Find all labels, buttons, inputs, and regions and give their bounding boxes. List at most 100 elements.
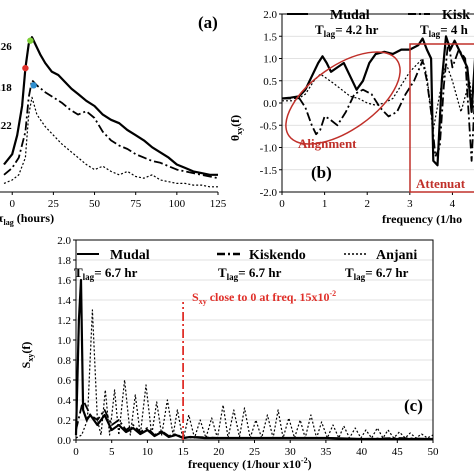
panel-c-series-group <box>74 278 433 440</box>
panel-a-peak-marker-2 <box>22 64 29 72</box>
panel-a-x-tick-label-2: 50 <box>89 198 101 210</box>
panel-c-x-tick-label-8: 40 <box>356 446 368 458</box>
panel-c-y-axis-label: Sxy(f) <box>19 342 35 369</box>
panel-b-alignment-ellipse <box>285 51 401 145</box>
panel-c-x-axis-label-sup: -2 <box>301 456 308 465</box>
panel-a: 0 25 50 75 100 125 (a) .26 .18 .22 τlag (hour… <box>0 13 227 227</box>
panel-c-series-anjani <box>75 309 433 440</box>
panel-a-label: (a) <box>198 13 218 32</box>
panel-b-y-tick-label-0: 2.0 <box>263 9 277 21</box>
panel-b-plot-area: 2.0 1.5 1.0 0.5 0.0 -0.5 -1.0 -1.5 -2.00 1 2 3 4 <box>260 9 474 210</box>
panel-c-y-tick-label-0: 0.0 <box>57 435 71 447</box>
panel-c-x-tick-label-1: 5 <box>109 446 115 458</box>
panel-c-y-tick-label-6: 1.2 <box>57 315 71 327</box>
panel-b-legend-kisk-lag: Tlag= 4 h <box>420 22 469 39</box>
panel-c-x-tick-label-9: 45 <box>392 446 404 458</box>
panel-a-series-line-1 <box>3 36 218 176</box>
panel-c-y-tick-label-4: 0.8 <box>57 355 71 367</box>
panel-b-legend-mudal-lag-prefix: T <box>315 22 324 37</box>
panel-c-x-axis-label-suffix: ) <box>308 457 312 471</box>
panel-c-y-axis-label-sub: xy <box>26 354 35 362</box>
panel-c-legend-kiskendo-lag-prefix: T <box>218 265 227 280</box>
panel-b-legend-kisk-lag-prefix: T <box>420 22 429 37</box>
panel-b-attenuation-label-bg <box>413 175 474 191</box>
panel-b-legend-kisk-lag-value: = 4 h <box>440 22 468 37</box>
panel-c-legend-mudal-lag-sub: lag <box>83 272 95 282</box>
panel-b-legend-mudal-lag-sub: lag <box>324 29 336 39</box>
panel-b-legend-mudal-lag: Tlag= 4.2 hr <box>315 22 379 39</box>
panel-c-y-tick-label-1: 0.2 <box>57 415 71 427</box>
panel-b-y-tick-label-3: 0.5 <box>263 76 277 88</box>
panel-b: 2.0 1.5 1.0 0.5 0.0 -0.5 -1.0 -1.5 -2.00 1 2 3 4 θxy… <box>228 8 474 226</box>
panel-a-x-tick-label-4: 100 <box>169 198 186 210</box>
panel-a-x-axis-label-sub: lag <box>4 218 14 227</box>
panel-c-legend-mudal-lag: Tlag= 6.7 hr <box>74 265 138 282</box>
panel-a-x-tick-label-0: 0 <box>9 198 15 210</box>
panel-b-series-line-3 <box>282 57 474 131</box>
panel-b-legend-mudal: Mudal <box>330 8 370 23</box>
panel-c: 0.0 0.2 0.4 0.6 0.8 1.0 1.2 1.4 1.6 1.8 2.0 0 5 10 15 2… <box>19 235 439 471</box>
panel-a-peak-marker-1 <box>27 37 34 44</box>
panel-c-legend-kiskendo: Kiskendo <box>249 248 306 263</box>
panel-b-label: (b) <box>311 163 332 182</box>
panel-c-annotation-middle: close to 0 at freq. 15x10 <box>207 290 330 304</box>
panel-c-x-tick-label-4: 20 <box>213 446 225 458</box>
panel-c-plot-area: 0.0 0.2 0.4 0.6 0.8 1.0 1.2 1.4 1.6 1.8 2.0 0 5 10 15 2… <box>57 235 439 458</box>
panel-c-legend-kiskendo-lag-sub: lag <box>227 272 239 282</box>
panel-b-legend-kisk-lag-sub: lag <box>429 29 441 39</box>
panel-b-x-axis-label: frequency (1/ho <box>382 212 462 226</box>
panel-b-y-tick-label-1: 1.5 <box>263 31 277 43</box>
panel-b-x-tick-label-3: 3 <box>407 198 413 210</box>
panel-c-x-tick-label-7: 35 <box>320 446 332 458</box>
panel-c-x-tick-label-5: 25 <box>249 446 261 458</box>
panel-c-x-tick-label-6: 30 <box>285 446 297 458</box>
panel-a-x-tick-label-3: 75 <box>130 198 142 210</box>
panel-a-peak-marker-3 <box>30 82 37 89</box>
panel-b-x-tick-label-2: 2 <box>364 198 370 210</box>
panel-c-y-tick-label-9: 1.8 <box>57 255 71 267</box>
panel-c-legend-anjani-lag-prefix: T <box>345 265 354 280</box>
panel-b-attenuation-label: Attenuat <box>416 176 466 191</box>
panel-c-y-tick-label-7: 1.4 <box>57 295 71 307</box>
panel-c-x-tick-label-10: 50 <box>428 446 440 458</box>
panel-c-series-kiskendo <box>75 399 433 440</box>
panel-c-legend-anjani: Anjani <box>376 248 417 263</box>
panel-c-x-tick-label-0: 0 <box>73 446 79 458</box>
panel-b-y-tick-label-8: -2.0 <box>260 187 278 199</box>
panel-b-legend-kisk: Kisk <box>442 8 470 23</box>
panel-c-legend-kiskendo-lag-value: = 6.7 hr <box>238 265 281 280</box>
panel-c-legend-anjani-lag-value: = 6.7 hr <box>365 265 408 280</box>
panel-a-x-tick-label-1: 25 <box>48 198 60 210</box>
panel-a-annotation-1: .26 <box>0 41 12 53</box>
panel-c-x-tick-label-3: 15 <box>178 446 190 458</box>
panel-c-y-tick-label-5: 1.0 <box>57 335 71 347</box>
panel-a-series-line-2 <box>3 79 218 180</box>
panel-c-annotation-sub: xy <box>199 297 207 306</box>
panel-b-legend-mudal-lag-value: = 4.2 hr <box>335 22 378 37</box>
panel-c-legend-anjani-lag-sub: lag <box>354 272 366 282</box>
panel-b-y-axis-label-sub: xy <box>235 127 244 135</box>
panel-b-y-tick-label-4: 0.0 <box>263 98 277 110</box>
panel-c-y-tick-label-8: 1.6 <box>57 275 71 287</box>
panel-c-y-axis-label-prefix: S <box>19 361 33 368</box>
panel-b-attenuation-box <box>409 43 474 193</box>
panel-a-plot-area: 0 25 50 75 100 125 <box>0 36 227 210</box>
panel-b-y-axis-label-prefix: θ <box>228 135 242 141</box>
panel-a-x-tick-label-5: 125 <box>210 198 227 210</box>
panel-c-legend-kiskendo-lag: Tlag= 6.7 hr <box>218 265 282 282</box>
panel-c-y-tick-label-10: 2.0 <box>57 235 71 247</box>
panel-a-annotation-2: .18 <box>0 82 12 94</box>
panel-b-x-tick-label-4: 4 <box>450 198 456 210</box>
panel-c-label: (c) <box>404 396 423 415</box>
panel-c-annotation-prefix: S <box>192 290 199 304</box>
panel-c-y-tick-label-2: 0.4 <box>57 395 71 407</box>
panel-c-annotation-sup: -2 <box>329 289 336 298</box>
panel-c-x-axis-label: frequency (1/hour x10-2) <box>188 456 312 471</box>
panel-b-y-tick-label-6: -1.0 <box>260 143 278 155</box>
panel-c-annotation: Sxy close to 0 at freq. 15x10-2 <box>192 289 336 306</box>
panel-c-x-tick-label-2: 10 <box>142 446 154 458</box>
panel-b-alignment-label: Alignment <box>298 136 357 151</box>
panel-b-series-kisk <box>282 39 474 162</box>
panel-c-y-axis-label-suffix: (f) <box>19 342 33 354</box>
panel-b-y-tick-label-7: -1.5 <box>260 165 278 177</box>
